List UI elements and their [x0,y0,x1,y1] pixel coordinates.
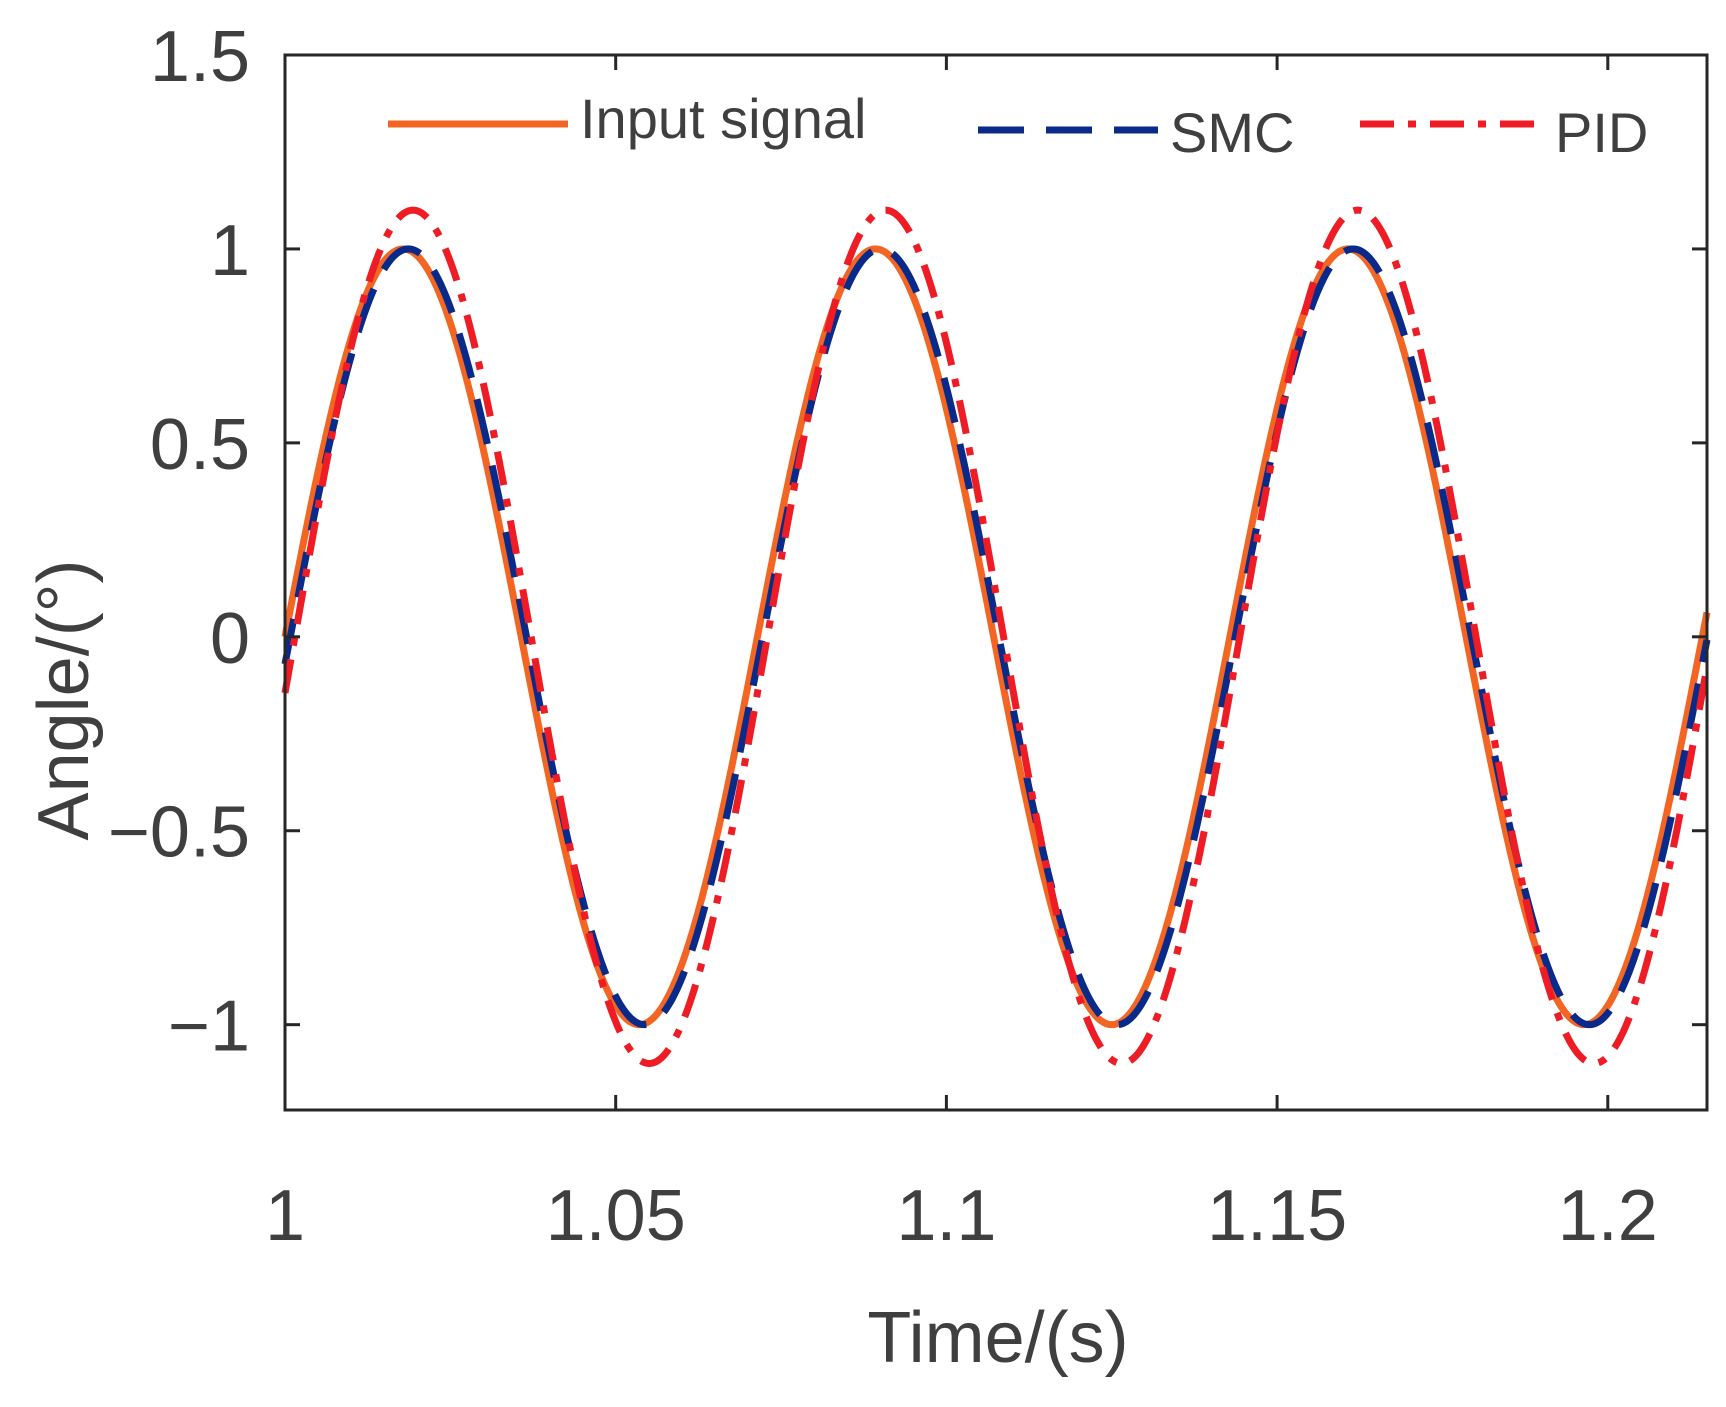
series-layer [281,206,1711,1067]
x-axis-label: Time/(s) [867,1298,1128,1378]
ticks-layer: 1 1.05 1.1 1.15 1.2 1.5 1 0.5 0 −0.5 −1 [108,17,1707,1256]
y-tick-label: 1.5 [150,17,250,97]
legend-label-smc: SMC [1170,101,1294,164]
x-tick-label: 1.2 [1558,1176,1658,1256]
legend-label-pid: PID [1555,101,1648,164]
legend: Input signal SMC PID [388,87,1648,164]
y-tick-label: 1 [210,211,250,291]
y-tick-label: −1 [168,987,250,1067]
y-tick-label: −0.5 [108,793,250,873]
series-line-smc [281,245,1711,1029]
y-tick-label: 0.5 [150,405,250,485]
plot-frame [283,53,1709,1112]
x-tick-label: 1 [265,1176,305,1256]
y-axis-label: Angle/(°) [24,560,104,841]
series-line-pid [281,206,1711,1067]
x-tick-label: 1.05 [546,1176,686,1256]
y-tick-label: 0 [210,599,250,679]
x-tick-label: 1.15 [1207,1176,1347,1256]
legend-label-input-signal: Input signal [580,87,866,150]
x-tick-label: 1.1 [896,1176,996,1256]
axes-layer [283,53,1709,1112]
series-line-input-signal [281,245,1711,1029]
